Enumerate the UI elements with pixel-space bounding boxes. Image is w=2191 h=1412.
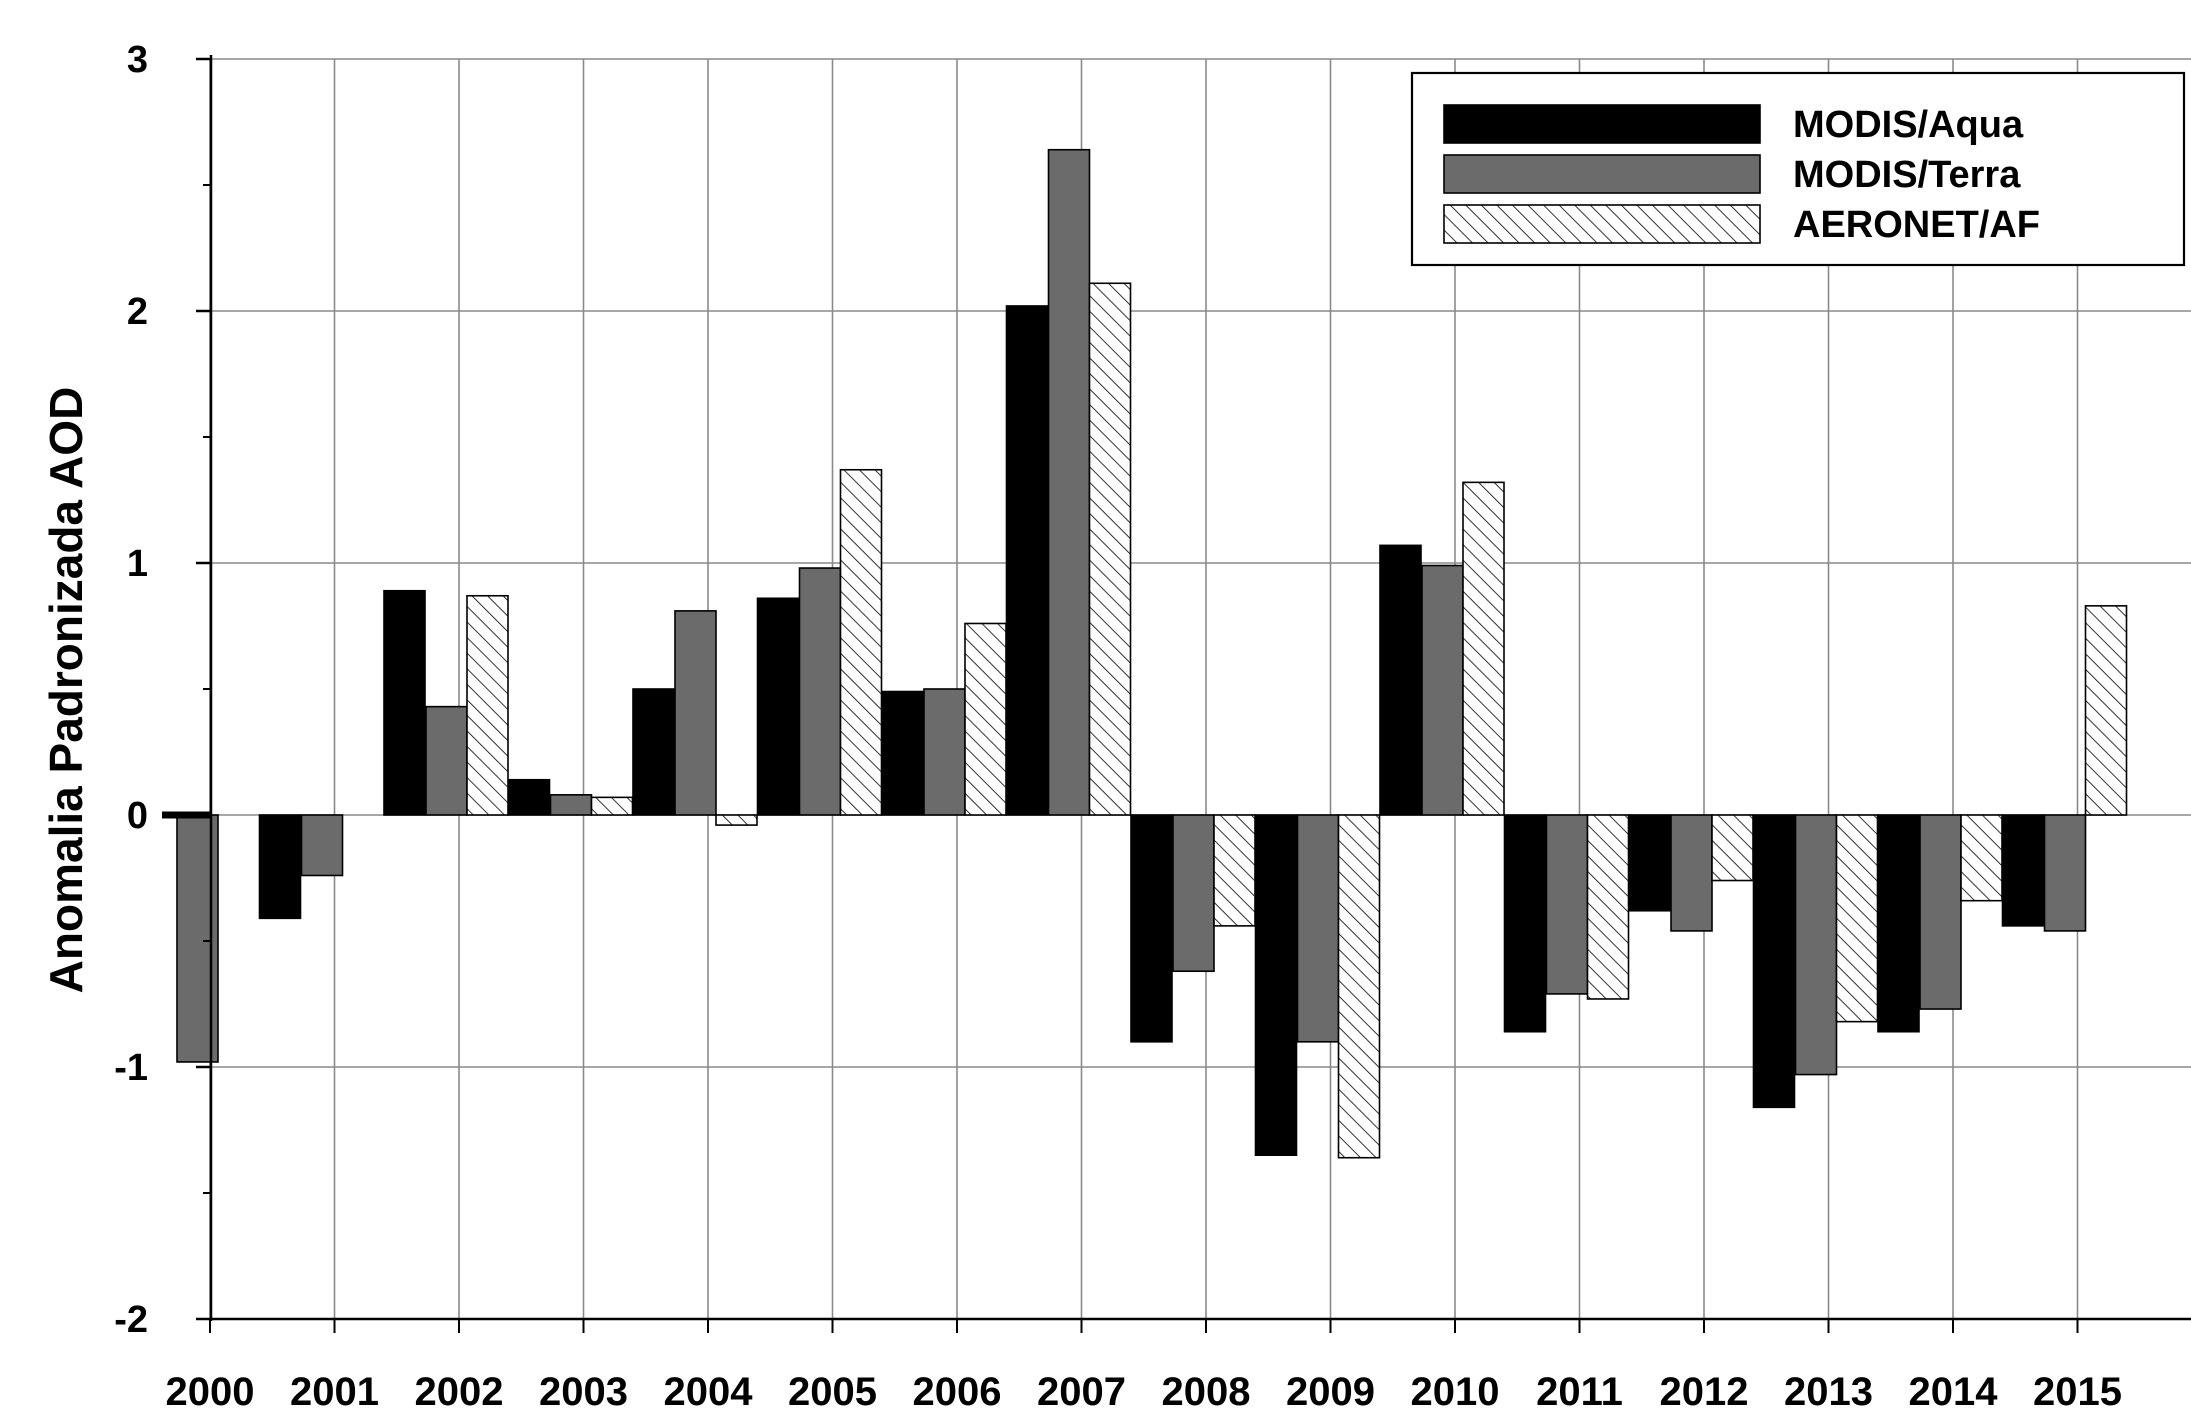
bar-modis-aqua-2001 [258, 814, 302, 920]
bar-modis-terra-2007 [1047, 148, 1091, 816]
x-tick-label: 2014 [1909, 1370, 1999, 1407]
bar-modis-aqua-2013 [1752, 814, 1796, 1109]
bar-modis-aqua-2009 [1254, 814, 1298, 1157]
bar-modis-aqua-2002 [383, 589, 426, 816]
bar-modis-aqua-2008 [1130, 814, 1173, 1043]
bar-modis-terra-2006 [923, 688, 966, 816]
bar-modis-aqua-2005 [756, 597, 800, 816]
bar-aeronet-af-2003 [590, 796, 634, 816]
x-tick-label: 2005 [788, 1370, 877, 1407]
bar-modis-aqua-2012 [1628, 814, 1671, 912]
bar-aeronet-af-2008 [1213, 814, 1256, 927]
bar-modis-terra-2011 [1545, 814, 1589, 995]
bar-modis-terra-2002 [425, 705, 468, 816]
tick-labels: 3 2 1 0 -1 -2 2000 2001 2002 2003 2004 2005 2006 2007… [114, 39, 2122, 1412]
bar-modis-terra-2003 [549, 794, 593, 816]
bar-aeronet-af-2011 [1586, 814, 1630, 1000]
x-tick-label: 2010 [1411, 1370, 1500, 1407]
bar-aeronet-af-2010 [1462, 481, 1505, 816]
x-tick-label: 2012 [1660, 1370, 1749, 1407]
x-tick-label: 2006 [913, 1370, 1002, 1407]
y-tick-label: 1 [127, 543, 148, 585]
y-tick-label: 2 [127, 291, 148, 333]
bar-modis-aqua-2015 [2001, 814, 2045, 927]
bar-modis-terra-2005 [798, 567, 842, 816]
bar-modis-aqua-2004 [632, 688, 675, 816]
x-tick-label: 2004 [664, 1370, 754, 1407]
legend: MODIS/Aqua MODIS/Terra AERONET/AF [1410, 71, 2186, 267]
bar-modis-terra-2010 [1421, 564, 1464, 816]
bar-aeronet-af-2015 [2084, 605, 2128, 816]
bar-modis-terra-2008 [1172, 814, 1215, 973]
x-tick-label: 2007 [1037, 1370, 1126, 1407]
bar-modis-aqua-2010 [1379, 544, 1422, 816]
bar-modis-aqua-2014 [1877, 814, 1920, 1033]
bar-modis-terra-2001 [300, 814, 344, 877]
legend-label: MODIS/Terra [1793, 154, 2021, 196]
bar-aeronet-af-2002 [466, 594, 509, 816]
bar-modis-terra-2004 [674, 610, 717, 816]
x-tick-label: 2009 [1286, 1370, 1375, 1407]
legend-swatch [1443, 154, 1761, 194]
x-tick-label: 2002 [415, 1370, 504, 1407]
bar-aeronet-af-2012 [1711, 814, 1754, 882]
axes [162, 55, 2191, 1333]
y-tick-label: -1 [114, 1047, 148, 1089]
y-axis-label: Anomalia Padronizada AOD [40, 387, 92, 994]
bar-modis-aqua-2007 [1005, 305, 1049, 816]
x-tick-label: 2001 [290, 1370, 379, 1407]
bar-modis-aqua-2011 [1503, 814, 1547, 1033]
bar-modis-aqua-2003 [507, 778, 551, 816]
bar-modis-aqua-2006 [881, 690, 924, 816]
bar-aeronet-af-2007 [1088, 282, 1132, 816]
x-tick-label: 2008 [1162, 1370, 1251, 1407]
y-tick-label: 3 [127, 39, 148, 81]
x-tick-label: 2000 [166, 1370, 255, 1407]
bar-aeronet-af-2004 [715, 814, 758, 826]
x-tick-label: 2015 [2033, 1370, 2122, 1407]
legend-swatch [1443, 104, 1761, 144]
legend-label: MODIS/Aqua [1793, 104, 2024, 146]
bar-aeronet-af-2006 [964, 622, 1007, 816]
bar-modis-terra-2012 [1670, 814, 1713, 932]
bar-aeronet-af-2005 [839, 468, 883, 816]
y-tick-label: -2 [114, 1299, 148, 1341]
bar-modis-terra-2014 [1919, 814, 1962, 1010]
y-tick-label: 0 [127, 795, 148, 837]
x-tick-label: 2013 [1784, 1370, 1873, 1407]
bars [176, 148, 2128, 1159]
bar-aeronet-af-2013 [1835, 814, 1879, 1023]
bar-aeronet-af-2014 [1960, 814, 2003, 902]
x-tick-label: 2011 [1536, 1370, 1623, 1407]
x-tick-label: 2003 [539, 1370, 628, 1407]
bar-aeronet-af-2009 [1337, 814, 1381, 1159]
legend-swatch [1443, 204, 1761, 244]
bar-modis-terra-2013 [1794, 814, 1838, 1076]
legend-label: AERONET/AF [1793, 204, 2040, 246]
bar-modis-terra-2009 [1296, 814, 1340, 1043]
bar-modis-terra-2015 [2043, 814, 2087, 932]
